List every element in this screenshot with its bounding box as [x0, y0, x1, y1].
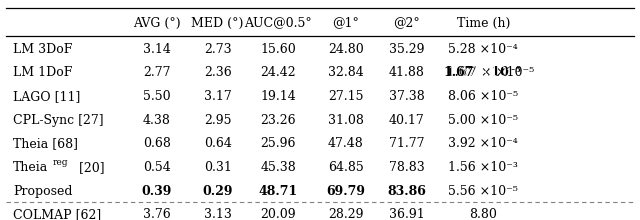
Text: 0.31: 0.31 [204, 161, 232, 174]
Text: 5.00 ×10⁻⁵: 5.00 ×10⁻⁵ [448, 114, 518, 127]
Text: 4.38: 4.38 [143, 114, 171, 127]
Text: @2°: @2° [393, 16, 420, 30]
Text: LAGO [11]: LAGO [11] [13, 90, 80, 103]
Text: 3.92 ×10⁻⁴: 3.92 ×10⁻⁴ [449, 138, 518, 150]
Text: 1.67 ×10⁻⁵: 1.67 ×10⁻⁵ [445, 66, 521, 79]
Text: 3.17: 3.17 [204, 90, 232, 103]
Text: 32.84: 32.84 [328, 66, 364, 79]
Text: 69.79: 69.79 [326, 185, 365, 198]
Text: [20]: [20] [75, 161, 104, 174]
Text: 35.29: 35.29 [388, 43, 424, 56]
Text: 3.76: 3.76 [143, 208, 171, 220]
Text: 0.39: 0.39 [141, 185, 172, 198]
Text: reg: reg [53, 158, 68, 167]
Text: 41.88: 41.88 [388, 66, 424, 79]
Text: 24.42: 24.42 [260, 66, 296, 79]
Text: 8.80: 8.80 [469, 208, 497, 220]
Text: 19.14: 19.14 [260, 90, 296, 103]
Text: 45.38: 45.38 [260, 161, 296, 174]
Text: 78.83: 78.83 [388, 161, 424, 174]
Text: 1.67 ×10⁻⁵: 1.67 ×10⁻⁵ [448, 66, 518, 79]
Text: 1.56 ×10⁻³: 1.56 ×10⁻³ [448, 161, 518, 174]
Text: 0.29: 0.29 [202, 185, 233, 198]
Text: 36.91: 36.91 [388, 208, 424, 220]
Text: 1.67: 1.67 [444, 66, 474, 79]
Text: 3.13: 3.13 [204, 208, 232, 220]
Text: 15.60: 15.60 [260, 43, 296, 56]
Text: 23.26: 23.26 [260, 114, 296, 127]
Text: 5.50: 5.50 [143, 90, 171, 103]
Text: 64.85: 64.85 [328, 161, 364, 174]
Text: 40.17: 40.17 [388, 114, 424, 127]
Text: 71.77: 71.77 [388, 138, 424, 150]
Text: 83.86: 83.86 [387, 185, 426, 198]
Text: 8.06 ×10⁻⁵: 8.06 ×10⁻⁵ [448, 90, 518, 103]
Text: 0.64: 0.64 [204, 138, 232, 150]
Text: @1°: @1° [332, 16, 359, 30]
Text: 2.95: 2.95 [204, 114, 231, 127]
Text: Proposed: Proposed [13, 185, 72, 198]
Text: MED (°): MED (°) [191, 16, 244, 30]
Text: ×10⁻⁵: ×10⁻⁵ [492, 66, 534, 79]
Text: CPL-Sync [27]: CPL-Sync [27] [13, 114, 104, 127]
Text: 20.09: 20.09 [260, 208, 296, 220]
Text: 0.68: 0.68 [143, 138, 171, 150]
Text: 37.38: 37.38 [388, 90, 424, 103]
Text: 2.73: 2.73 [204, 43, 232, 56]
Text: 5.28 ×10⁻⁴: 5.28 ×10⁻⁴ [449, 43, 518, 56]
Text: 25.96: 25.96 [260, 138, 296, 150]
Text: 2.77: 2.77 [143, 66, 170, 79]
Text: COLMAP [62]: COLMAP [62] [13, 208, 101, 220]
Text: 0.54: 0.54 [143, 161, 171, 174]
Text: LM 1DoF: LM 1DoF [13, 66, 72, 79]
Text: LM 3DoF: LM 3DoF [13, 43, 72, 56]
Text: 2.36: 2.36 [204, 66, 232, 79]
Text: 24.80: 24.80 [328, 43, 364, 56]
Text: 47.48: 47.48 [328, 138, 364, 150]
Text: AVG (°): AVG (°) [133, 16, 180, 30]
Text: 48.71: 48.71 [259, 185, 298, 198]
Text: Theia: Theia [13, 161, 48, 174]
Text: 5.56 ×10⁻⁵: 5.56 ×10⁻⁵ [448, 185, 518, 198]
Text: 27.15: 27.15 [328, 90, 364, 103]
Text: 28.29: 28.29 [328, 208, 364, 220]
Text: 3.14: 3.14 [143, 43, 171, 56]
Text: 31.08: 31.08 [328, 114, 364, 127]
Text: Time (h): Time (h) [456, 16, 510, 30]
Text: Theia [68]: Theia [68] [13, 138, 78, 150]
Text: AUC@0.5°: AUC@0.5° [244, 16, 312, 30]
